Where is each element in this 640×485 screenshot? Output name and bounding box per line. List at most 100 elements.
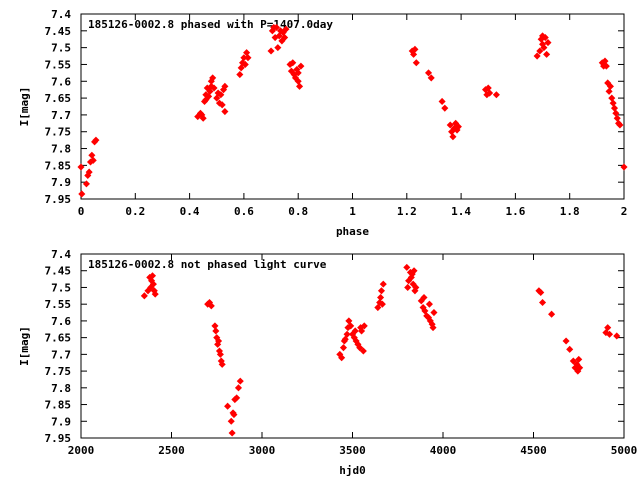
data-point	[77, 163, 85, 171]
y-tick-label: 7.75	[45, 126, 72, 139]
data-point	[274, 44, 282, 52]
data-point	[616, 121, 624, 129]
x-tick-label: 1.4	[451, 205, 471, 218]
data-point	[358, 327, 366, 335]
data-point	[224, 402, 232, 410]
y-tick-label: 7.85	[45, 399, 72, 412]
data-point	[213, 94, 221, 102]
x-tick-label: 1.2	[397, 205, 417, 218]
data-point	[403, 263, 411, 271]
x-tick-label: 2	[621, 205, 628, 218]
x-tick-label: 0.6	[234, 205, 254, 218]
y-tick-label: 7.45	[45, 265, 72, 278]
y-axis-label: I[mag]	[18, 326, 31, 366]
y-tick-label: 7.95	[45, 432, 72, 445]
data-point	[92, 136, 100, 144]
data-point	[438, 97, 446, 105]
data-point	[151, 290, 159, 298]
data-point	[78, 190, 86, 198]
phased-light-curve-panel: 0 0.2 0.4 0.6 0.8 1 1.2 1.4 1.6 1.8 2 7.4 7.45 7.5 7.5…	[18, 8, 628, 238]
data-point	[294, 69, 302, 77]
y-tick-label: 7.65	[45, 332, 72, 345]
x-tick-label: 1.6	[505, 205, 525, 218]
x-tick-label: 2500	[158, 444, 185, 457]
data-point	[216, 350, 224, 358]
data-point	[339, 344, 347, 352]
data-point	[88, 151, 96, 159]
y-tick-label: 7.9	[51, 176, 71, 189]
data-point	[236, 71, 244, 79]
y-tick-label: 7.45	[45, 25, 72, 38]
data-point	[604, 324, 612, 332]
data-point	[205, 92, 213, 100]
data-point	[210, 84, 218, 92]
y-tick-label: 7.7	[51, 109, 71, 122]
y-tick-label: 7.95	[45, 193, 72, 206]
x-tick-label: 4000	[430, 444, 457, 457]
data-point	[424, 69, 433, 77]
data-point	[601, 57, 609, 65]
data-point	[207, 302, 215, 310]
x-tick-label: 0.8	[288, 205, 308, 218]
data-point	[218, 360, 226, 368]
data-point	[281, 34, 289, 42]
y-tick-label: 7.5	[51, 281, 71, 294]
data-point	[575, 355, 583, 363]
x-axis-label: hjd0	[339, 464, 366, 477]
x-tick-label: 0.2	[125, 205, 145, 218]
data-point	[236, 377, 244, 385]
data-point	[233, 394, 241, 402]
data-point	[576, 364, 584, 372]
data-point	[296, 82, 304, 90]
x-tick-label: 5000	[611, 444, 638, 457]
y-tick-label: 7.55	[45, 58, 72, 71]
data-point	[539, 298, 547, 307]
data-point	[212, 327, 220, 335]
x-tick-label: 1.8	[560, 205, 580, 218]
unphased-light-curve-panel: 2000 2500 3000 3500 4000 4500 5000 7.4 7.45 7.5 7.…	[18, 248, 637, 477]
data-point	[540, 44, 548, 52]
y-tick-label: 7.8	[51, 382, 71, 395]
data-point	[541, 34, 549, 42]
data-point	[199, 114, 207, 122]
y-axis-label: I[mag]	[18, 87, 31, 127]
data-point	[449, 133, 457, 141]
data-point	[227, 417, 235, 425]
data-point	[297, 62, 305, 70]
data-point	[562, 337, 570, 345]
data-point	[410, 267, 418, 275]
data-point	[206, 87, 214, 95]
y-tick-label: 7.75	[45, 365, 72, 378]
data-point	[230, 411, 238, 419]
data-point	[275, 32, 283, 40]
data-point	[411, 45, 419, 53]
data-point	[492, 91, 500, 99]
data-point	[211, 322, 219, 330]
data-point	[221, 108, 229, 116]
data-point	[140, 292, 148, 300]
data-point	[89, 156, 97, 164]
x-tick-label: 0.4	[180, 205, 200, 218]
data-point	[244, 54, 252, 62]
y-tick-label: 7.6	[51, 75, 71, 88]
data-point	[289, 59, 297, 67]
x-tick-label: 3500	[339, 444, 366, 457]
data-point	[486, 89, 494, 97]
y-tick-label: 7.55	[45, 298, 72, 311]
chart-title: 185126-0002.8 phased with P=1407.0day	[88, 18, 333, 31]
data-point	[410, 50, 418, 58]
x-tick-label: 2000	[68, 444, 95, 457]
data-point	[609, 99, 617, 107]
y-tick-label: 7.7	[51, 348, 71, 361]
data-point	[404, 283, 412, 291]
data-point	[484, 84, 492, 92]
data-point	[209, 74, 217, 82]
data-point	[234, 384, 243, 392]
data-point	[221, 82, 229, 90]
data-point	[267, 47, 275, 55]
y-tick-label: 7.85	[45, 159, 72, 172]
data-point	[215, 337, 223, 345]
data-point	[427, 74, 435, 82]
y-tick-label: 7.4	[51, 248, 71, 261]
